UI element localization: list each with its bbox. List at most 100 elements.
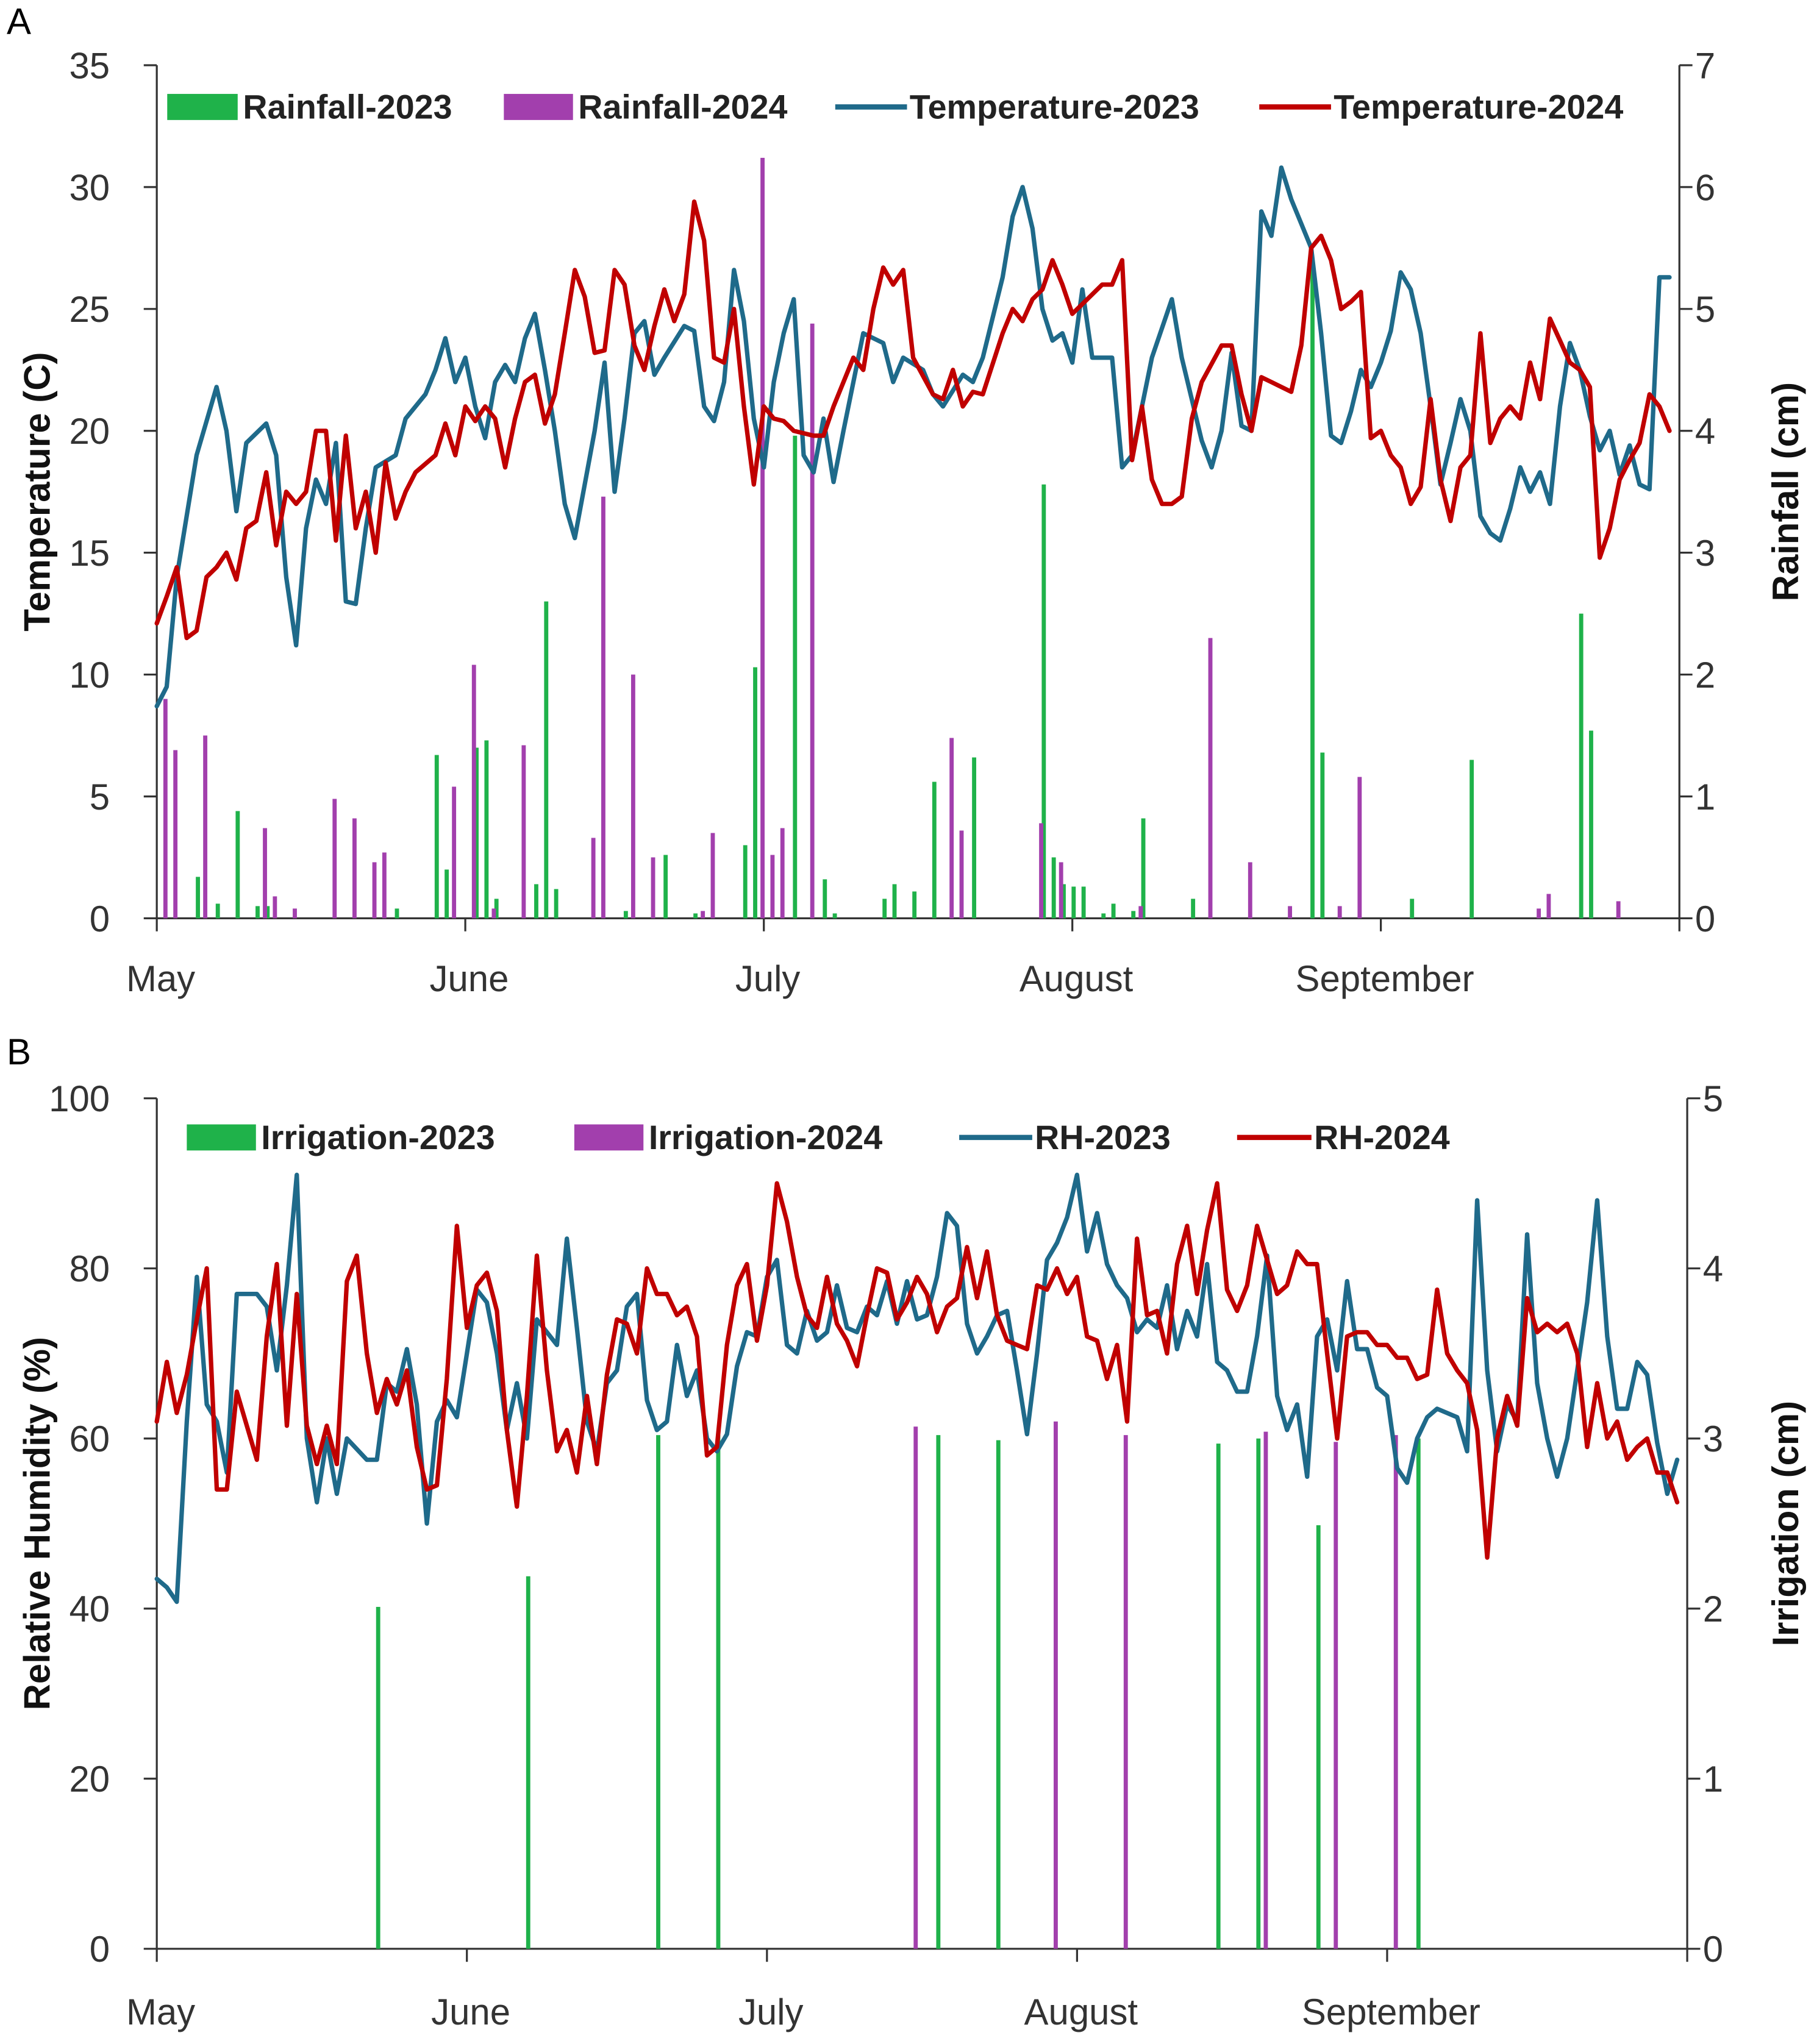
legend-swatch bbox=[574, 1124, 644, 1151]
bar bbox=[693, 913, 698, 919]
bar bbox=[1393, 1435, 1398, 1949]
right-tick-label: 5 bbox=[1695, 289, 1715, 330]
bar bbox=[601, 496, 605, 919]
bar bbox=[1216, 1444, 1221, 1949]
legend-item: Irrigation-2024 bbox=[574, 1119, 882, 1156]
bar bbox=[882, 899, 887, 919]
bar bbox=[651, 857, 655, 919]
left-tick-label: 5 bbox=[90, 777, 110, 817]
left-tick-label: 35 bbox=[69, 45, 110, 86]
legend-label: RH-2023 bbox=[1035, 1119, 1171, 1156]
bar bbox=[1310, 266, 1315, 919]
bar bbox=[1041, 484, 1046, 919]
bar bbox=[972, 757, 977, 919]
series-temperature-2023 bbox=[154, 165, 1672, 709]
bar bbox=[255, 906, 260, 919]
bar bbox=[1051, 857, 1056, 919]
legend-label: Temperature-2024 bbox=[1334, 88, 1623, 126]
bar bbox=[1141, 818, 1146, 919]
chart-panel-a: A 0 5 10 15 20 25 30 35 0 1 2 3 4 5 6 7 May June July August… bbox=[7, 1, 1806, 1000]
bar bbox=[1071, 886, 1076, 919]
left-tick-label: 30 bbox=[69, 167, 110, 208]
series-line bbox=[154, 199, 1672, 641]
legend-swatch bbox=[167, 94, 238, 120]
panel-label: B bbox=[7, 1031, 31, 1072]
right-tick-label: 1 bbox=[1695, 777, 1715, 817]
legend-label: RH-2024 bbox=[1314, 1119, 1450, 1156]
bar bbox=[376, 1606, 380, 1949]
bar bbox=[1054, 1421, 1058, 1949]
legend-label: Rainfall-2024 bbox=[578, 88, 787, 126]
bar bbox=[534, 884, 538, 919]
bar bbox=[203, 735, 208, 919]
bar bbox=[554, 889, 559, 919]
legend-item: RH-2024 bbox=[1237, 1119, 1450, 1156]
bar bbox=[1316, 1525, 1321, 1949]
bar bbox=[1469, 760, 1474, 919]
right-tick-label: 1 bbox=[1703, 1759, 1723, 1800]
bar bbox=[913, 1426, 918, 1949]
legend-item: Rainfall-2023 bbox=[167, 88, 452, 126]
x-tick-label: June bbox=[430, 958, 509, 999]
bar bbox=[753, 667, 757, 919]
bar bbox=[832, 913, 837, 919]
panel-label: A bbox=[7, 1, 31, 42]
bar bbox=[1334, 1442, 1338, 1949]
right-tick-label: 0 bbox=[1695, 899, 1715, 939]
bar bbox=[630, 674, 635, 919]
left-tick-label: 20 bbox=[69, 1759, 110, 1800]
bar bbox=[1410, 899, 1415, 919]
x-tick-label: August bbox=[1024, 1992, 1138, 2032]
bar bbox=[932, 782, 937, 919]
bar bbox=[1589, 730, 1593, 919]
bar bbox=[1546, 894, 1551, 919]
bar bbox=[484, 740, 489, 919]
bar bbox=[521, 745, 526, 919]
right-tick-label: 5 bbox=[1703, 1078, 1723, 1119]
bar bbox=[494, 899, 499, 919]
bar bbox=[892, 884, 897, 919]
legend-item: Rainfall-2024 bbox=[504, 88, 788, 126]
left-tick-label: 100 bbox=[49, 1078, 110, 1119]
bar bbox=[936, 1435, 941, 1949]
bar bbox=[959, 830, 964, 919]
bar bbox=[1248, 862, 1252, 919]
bar bbox=[235, 811, 240, 919]
bar bbox=[1191, 899, 1196, 919]
bar bbox=[395, 908, 399, 919]
y-left-axis-title: Temperature (C) bbox=[17, 352, 58, 632]
bar bbox=[1616, 901, 1621, 919]
left-tick-label: 0 bbox=[90, 899, 110, 939]
bar bbox=[434, 755, 439, 919]
series-rainfall-2023 bbox=[196, 266, 1593, 919]
right-tick-label: 2 bbox=[1695, 655, 1715, 696]
legend-item: RH-2023 bbox=[959, 1119, 1171, 1156]
left-tick-label: 80 bbox=[69, 1248, 110, 1289]
legend-item: Temperature-2024 bbox=[1259, 88, 1623, 126]
left-tick-label: 0 bbox=[90, 1929, 110, 1970]
bar bbox=[196, 877, 200, 919]
series-rainfall-2024 bbox=[163, 157, 1621, 919]
series-line bbox=[154, 165, 1672, 709]
bar bbox=[793, 435, 798, 919]
right-tick-label: 3 bbox=[1695, 533, 1715, 574]
bar bbox=[491, 908, 496, 919]
bar bbox=[710, 833, 715, 919]
left-tick-label: 10 bbox=[69, 655, 110, 696]
x-tick-label: May bbox=[126, 1992, 195, 2032]
bar bbox=[1288, 906, 1293, 919]
bar bbox=[445, 869, 449, 919]
bar bbox=[163, 699, 168, 919]
bar bbox=[743, 845, 748, 919]
bar bbox=[471, 664, 476, 919]
series-irrigation-2023 bbox=[376, 1435, 1421, 1949]
right-tick-label: 4 bbox=[1695, 411, 1715, 452]
bar bbox=[1081, 886, 1086, 919]
bar bbox=[1123, 1435, 1128, 1949]
bar bbox=[1537, 908, 1541, 919]
x-tick-label: May bbox=[126, 958, 195, 999]
bar bbox=[1357, 777, 1362, 919]
bar bbox=[1256, 1438, 1261, 1949]
bar bbox=[591, 838, 596, 919]
